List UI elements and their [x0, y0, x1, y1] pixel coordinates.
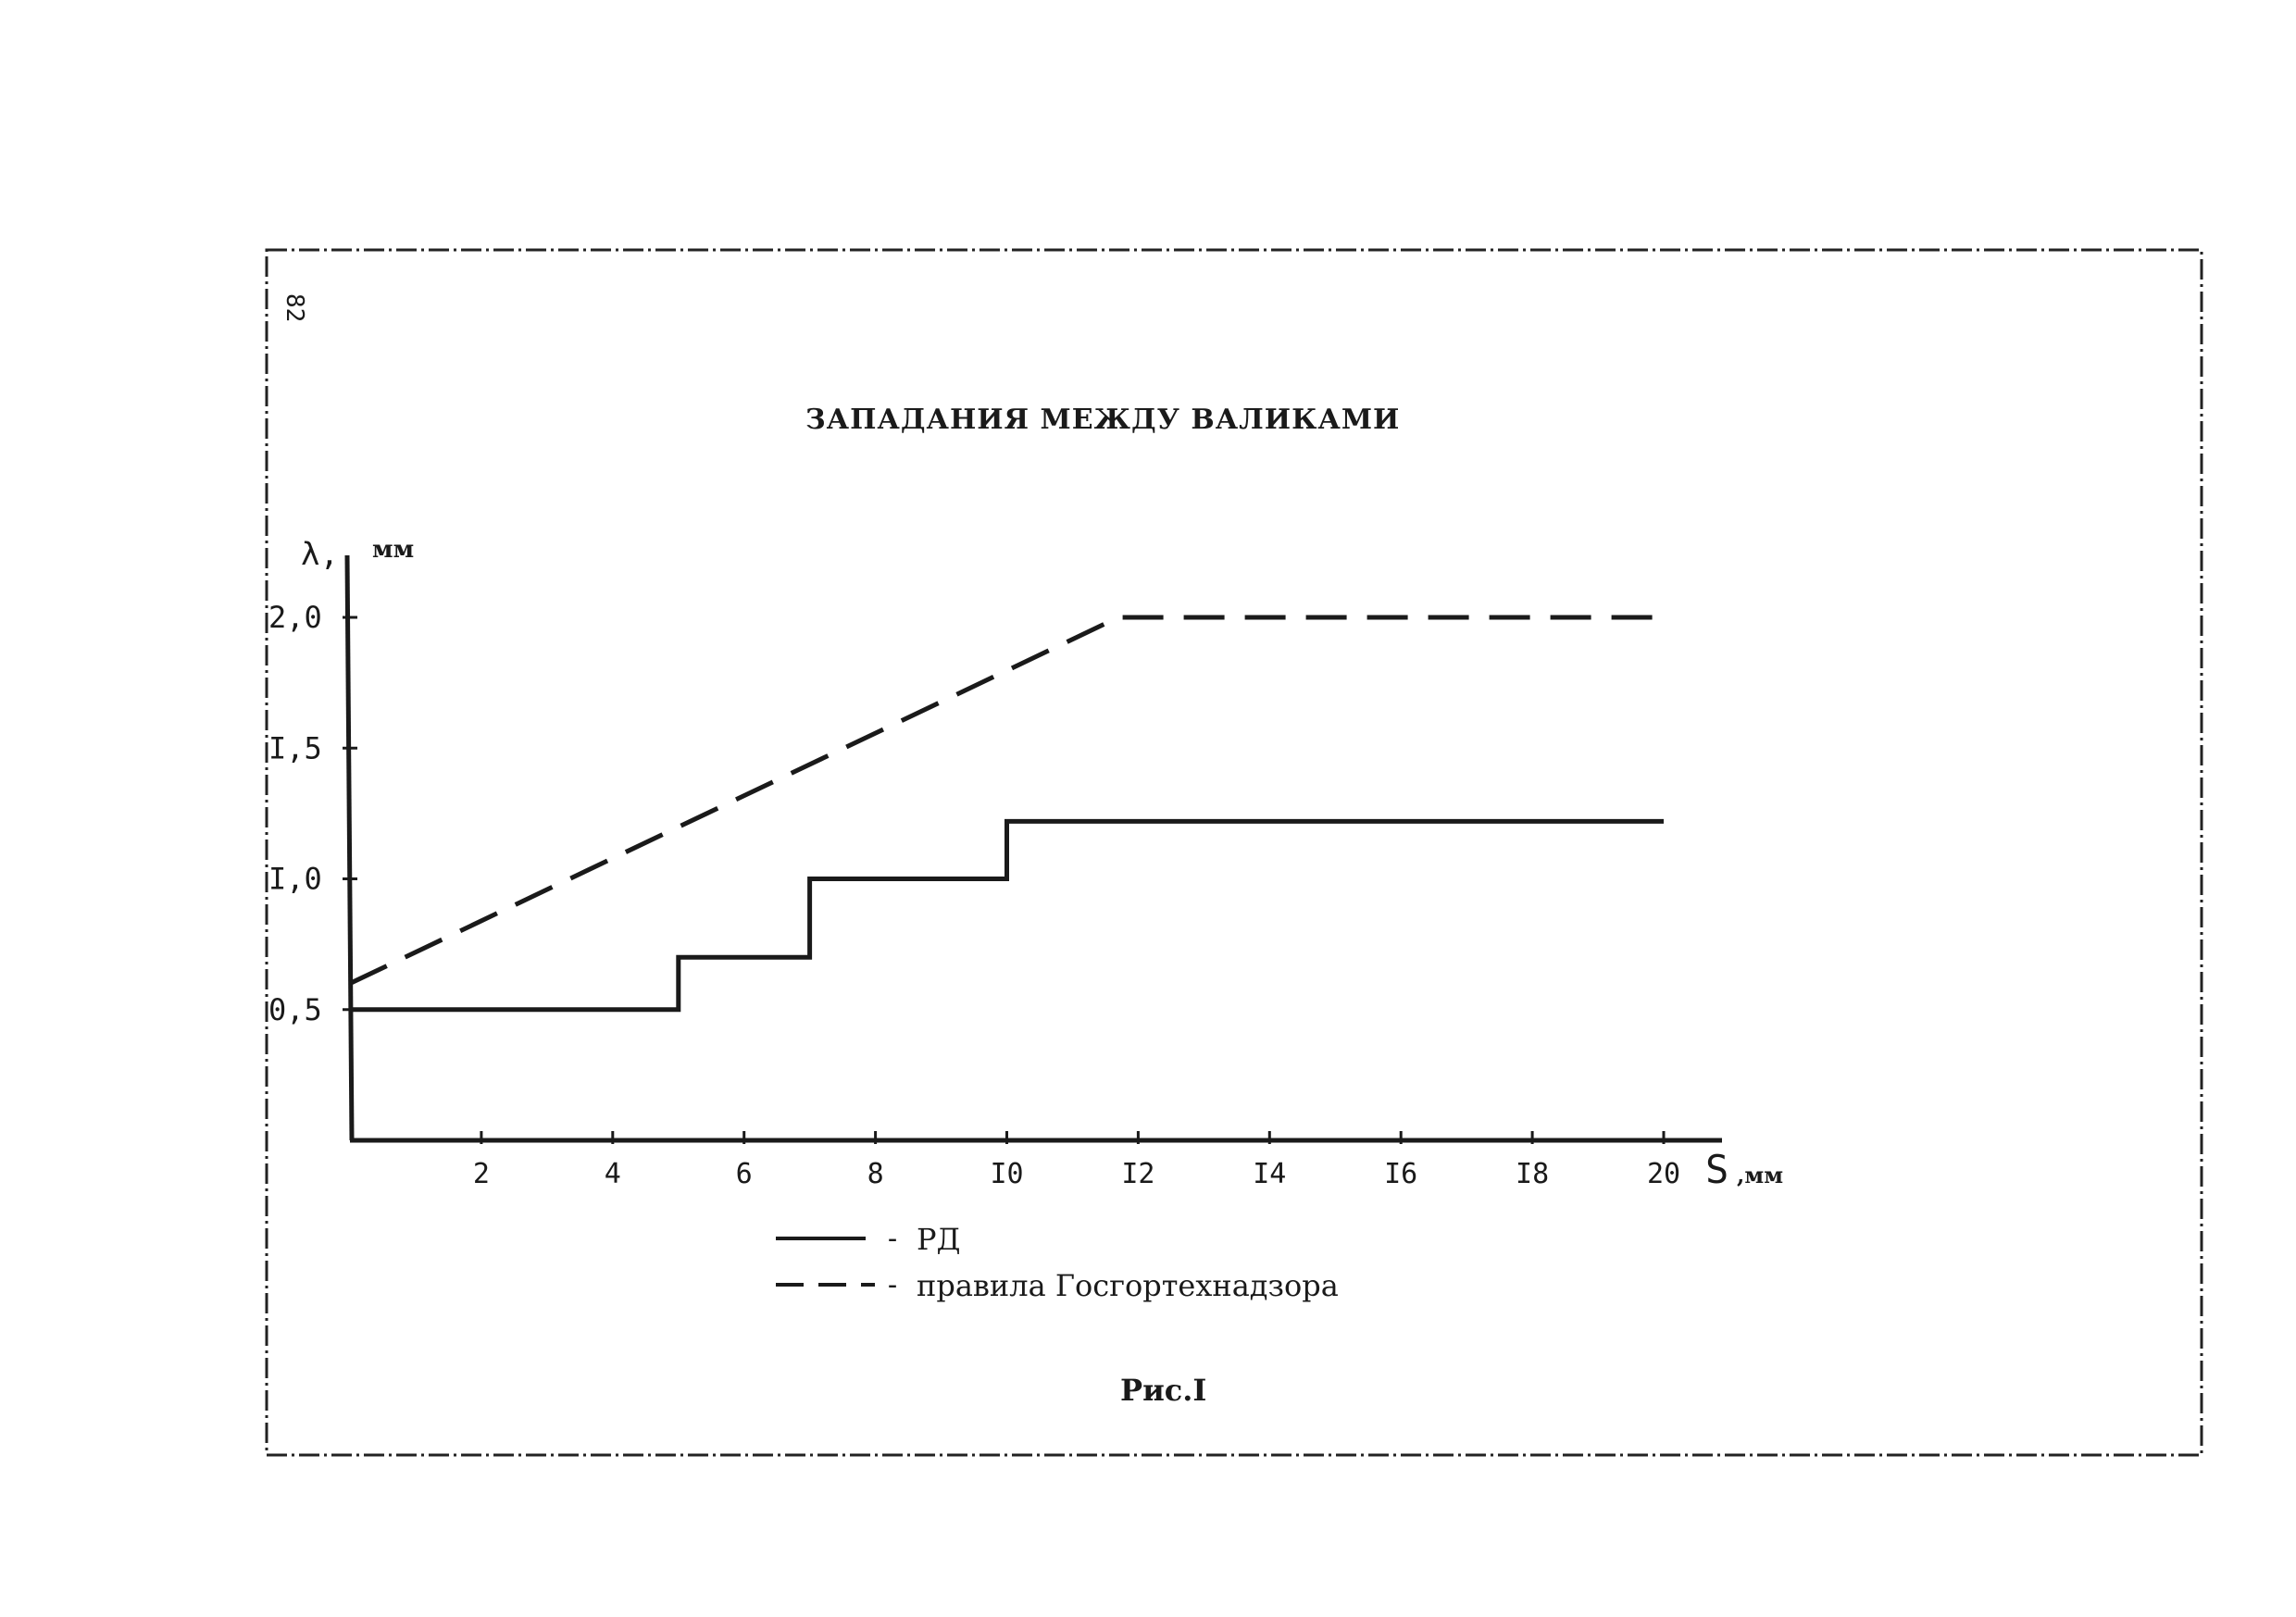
x-tick-label: I2 [1121, 1158, 1154, 1190]
y-tick-label: I,0 [268, 862, 322, 897]
y-ticks: 0,5 I,0 I,5 2,0 [268, 600, 357, 1027]
page-border [265, 248, 2203, 1457]
figure-caption: Рис.I [1120, 1373, 1206, 1408]
y-axis [344, 554, 355, 1141]
x-axis-label: S [1705, 1147, 1728, 1192]
legend-label-gosgortekhnadzor: правила Госгортехнадзора [917, 1268, 1339, 1303]
page-number: 82 [281, 293, 308, 322]
x-tick-label: I4 [1253, 1158, 1286, 1190]
y-tick-label: 0,5 [268, 992, 322, 1027]
x-tick-label: 4 [605, 1158, 621, 1190]
x-axis-unit: ,мм [1737, 1162, 1783, 1188]
legend-dash-gosgortekhnadzor: - [884, 1269, 901, 1301]
axes [344, 554, 1722, 1143]
series-line-rd [350, 818, 1664, 1013]
chart-title: ЗАПАДАНИЯ МЕЖДУ ВАЛИКАМИ [805, 404, 1400, 436]
legend-label-rd: РД [917, 1222, 961, 1257]
x-tick-label: 20 [1647, 1158, 1680, 1190]
x-tick-label: 6 [736, 1158, 753, 1190]
x-tick-label: I8 [1516, 1158, 1549, 1190]
y-tick-label: I,5 [268, 730, 322, 765]
legend: - РД - правила Госгортехнадзора [776, 1222, 1339, 1303]
x-tick-label: 8 [867, 1158, 884, 1190]
legend-dash-rd: - [884, 1223, 901, 1255]
x-tick-label: I6 [1384, 1158, 1417, 1190]
series-line-gosgortekhnadzor [348, 615, 1664, 986]
x-tick-label: 2 [473, 1158, 490, 1190]
x-tick-label: I0 [990, 1158, 1023, 1190]
x-ticks: 2 4 6 8 I0 I2 I4 I6 I8 20 [473, 1131, 1680, 1190]
y-tick-label: 2,0 [268, 600, 322, 635]
y-axis-unit: мм [372, 536, 414, 564]
series-layer [348, 615, 1664, 1013]
y-axis-label: λ, [301, 536, 339, 573]
